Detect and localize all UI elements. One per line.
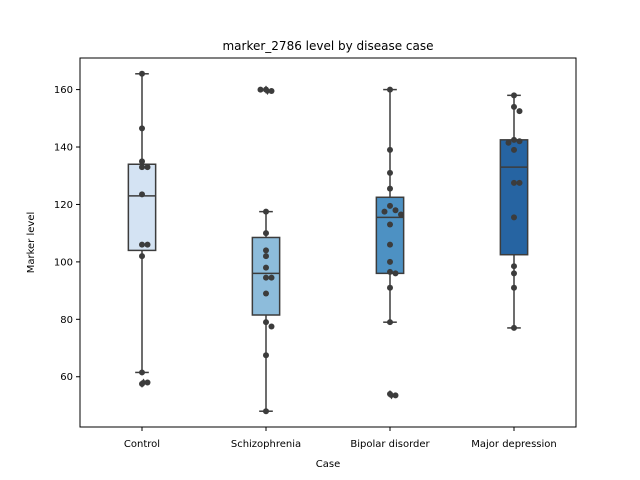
data-point [511,103,517,110]
data-point [387,202,393,209]
y-axis-label: Marker level [26,212,37,274]
data-point [263,247,269,254]
data-point [263,208,269,215]
data-point [511,324,517,331]
data-point [139,253,145,260]
y-tick-label: 80 [60,315,73,326]
data-point [516,108,523,115]
data-point [263,408,269,415]
data-point [263,319,269,326]
data-point [387,185,393,192]
data-point [387,284,393,291]
x-axis-label: Case [316,459,340,470]
data-point [387,169,393,176]
data-point [139,241,145,248]
data-point [139,380,145,387]
data-point [387,268,393,275]
data-point [381,208,388,215]
data-point [511,146,517,153]
data-point [387,221,393,228]
data-point [387,86,393,93]
data-point [263,264,269,271]
data-point [139,369,145,376]
y-tick-label: 160 [54,85,73,96]
data-point [387,258,393,265]
data-point [268,323,275,330]
data-point [263,253,269,260]
data-point [144,241,151,248]
chart-title: marker_2786 level by disease case [222,39,433,53]
data-point [387,241,393,248]
data-point [387,146,393,153]
plot-area [127,70,529,415]
y-tick-label: 100 [54,257,73,268]
data-point [511,263,517,270]
plot-frame [79,57,577,428]
x-tick-label: Major depression [471,439,557,450]
x-tick-label: Bipolar disorder [350,439,430,450]
x-tick-label: Control [124,439,160,450]
data-point [511,136,517,143]
data-point [511,214,517,221]
data-point [139,164,145,171]
y-tick-label: 140 [54,143,73,154]
data-point [392,392,399,399]
data-point [257,86,264,93]
data-point [268,274,275,281]
data-point [263,86,269,93]
data-point [511,284,517,291]
data-point [392,207,399,214]
x-tick-label: Schizophrenia [231,439,301,450]
data-point [398,211,404,218]
data-point [144,164,151,171]
box [127,163,157,252]
data-point [139,125,145,132]
data-point [516,179,523,186]
data-point [516,138,523,145]
y-tick-label: 60 [60,372,73,383]
data-point [505,139,512,146]
y-tick-label: 120 [54,200,73,211]
data-point [139,191,145,198]
data-point [263,352,269,359]
data-point [144,379,151,386]
data-point [139,70,145,77]
data-point [263,290,269,297]
box [499,139,529,256]
data-point [139,158,145,165]
data-point [268,88,275,95]
data-point [511,270,517,277]
data-point [263,274,269,281]
data-point [511,179,517,186]
data-point [387,319,393,326]
axes: 60 80 100 120 140 160 Control Schizophrenia Bipo… [54,85,557,450]
data-point [263,230,269,237]
data-point [387,390,393,397]
data-point [392,270,399,277]
data-point [511,92,517,99]
